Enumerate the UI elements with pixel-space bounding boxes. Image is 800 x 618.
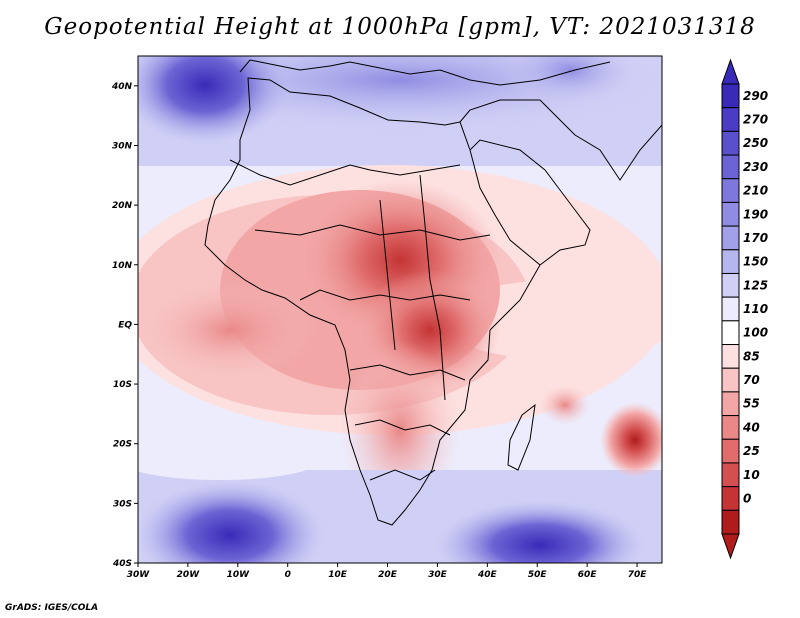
colorbar-label: 290 (743, 89, 768, 103)
colorbar-label: 55 (743, 397, 760, 411)
map-frame (137, 55, 663, 564)
colorbar-swatch (721, 367, 740, 393)
lat-tick-label: 30S (113, 499, 132, 509)
lat-tick-label: 20S (113, 440, 132, 450)
colorbar-swatch (721, 296, 740, 322)
colorbar-swatch (721, 249, 740, 274)
latitude-axis: 40N 30N 20N 10N EQ 10S 20S 30S 40S (111, 82, 138, 569)
colorbar-label: 190 (743, 207, 768, 221)
longitude-axis: 30W 20W 10W 0 10E 20E 30E 40E 50E 60E 70E (127, 563, 647, 580)
lon-tick-label: 70E (628, 570, 648, 580)
colorbar-label: 40 (742, 420, 760, 434)
chart-title: Geopotential Height at 1000hPa [gpm], VT… (44, 14, 756, 40)
colorbar-swatch (721, 438, 740, 464)
colorbar-label: 110 (743, 302, 768, 316)
colorbar-label: 230 (743, 160, 768, 174)
lon-tick-label: 30E (428, 570, 448, 580)
colorbar-swatch (721, 462, 740, 488)
colorbar-label: 100 (743, 326, 768, 340)
lat-tick-label: 10S (113, 380, 132, 390)
colorbar-swatch (721, 107, 740, 132)
colorbar-swatch (721, 415, 740, 440)
colorbar: 2902702502302101901701501251101008570554… (721, 58, 768, 560)
colorbar-swatch (721, 178, 740, 203)
colorbar-label: 10 (743, 468, 760, 482)
colorbar-label: 210 (743, 184, 768, 198)
colorbar-label: 25 (743, 444, 760, 458)
colorbar-label: 70 (743, 373, 760, 387)
lat-tick-label: 40S (112, 559, 132, 569)
colorbar-swatch (721, 201, 740, 227)
lon-tick-label: 30W (127, 570, 151, 580)
colorbar-label: 0 (743, 491, 751, 505)
colorbar-label: 125 (743, 278, 768, 292)
lon-tick-label: 60E (578, 570, 598, 580)
credit-label: GrADS: IGES/COLA (5, 603, 99, 613)
lat-tick-label: 40N (111, 82, 133, 92)
lon-tick-label: 20W (177, 570, 201, 580)
colorbar-swatch (721, 130, 740, 156)
lat-tick-label: 30N (112, 141, 133, 151)
lon-tick-label: 50E (528, 570, 548, 580)
lat-tick-label: EQ (118, 320, 132, 330)
colorbar-label: 270 (743, 113, 768, 127)
colorbar-label: 150 (743, 255, 768, 269)
lat-tick-label: 10N (112, 261, 133, 271)
colorbar-label: 170 (743, 231, 768, 245)
colorbar-swatch (721, 272, 740, 298)
colorbar-swatch (721, 320, 740, 346)
colorbar-swatch (721, 225, 740, 251)
lon-tick-label: 10W (227, 570, 251, 580)
colorbar-max-arrow (721, 58, 740, 85)
lon-tick-label: 20E (378, 570, 398, 580)
colorbar-swatch (721, 509, 740, 535)
colorbar-swatch (721, 391, 740, 417)
colorbar-swatch (721, 344, 740, 369)
colorbar-label: 250 (743, 136, 768, 150)
lon-tick-label: 10E (328, 570, 348, 580)
colorbar-swatch (721, 83, 740, 109)
lon-tick-label: 0 (285, 570, 291, 580)
colorbar-label: 85 (743, 349, 760, 363)
colorbar-swatch (721, 154, 740, 180)
lat-tick-label: 20N (112, 201, 133, 211)
coastlines (204, 59, 662, 526)
lon-tick-label: 40E (477, 570, 498, 580)
colorbar-min-arrow (721, 533, 740, 560)
colorbar-swatch (721, 486, 740, 511)
geopotential-field (138, 56, 662, 563)
